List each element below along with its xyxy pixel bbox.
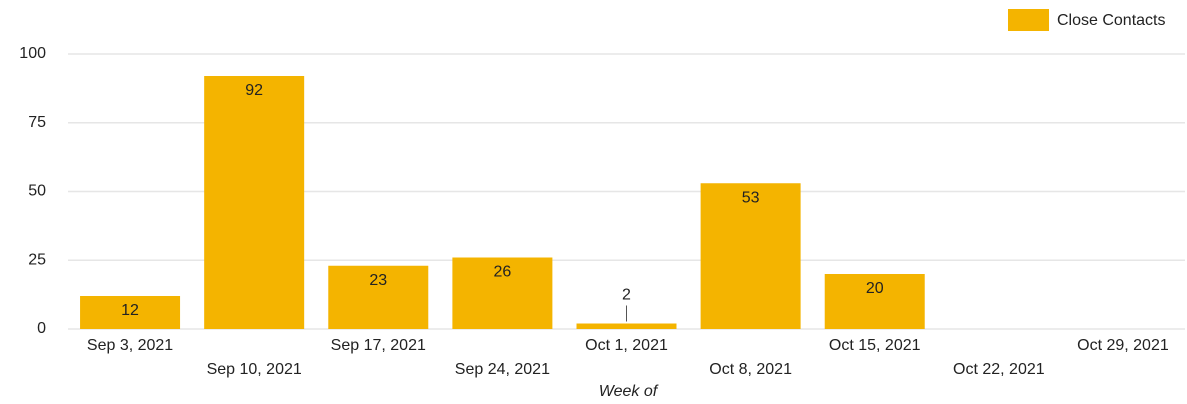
x-tick-label: Oct 22, 2021: [953, 361, 1045, 378]
data-label: 26: [493, 264, 511, 281]
legend-swatch: [1008, 9, 1049, 31]
data-label: 12: [121, 302, 139, 319]
bar: [700, 183, 801, 329]
y-tick-label: 50: [28, 183, 46, 200]
data-label: 23: [369, 272, 387, 289]
data-label: 20: [866, 280, 884, 297]
x-tick-label: Sep 24, 2021: [455, 361, 550, 378]
x-tick-label: Sep 17, 2021: [331, 337, 426, 354]
bar: [328, 265, 429, 329]
x-tick-label: Oct 29, 2021: [1077, 337, 1169, 354]
x-tick-label: Oct 8, 2021: [709, 361, 792, 378]
x-tick-label: Oct 15, 2021: [829, 337, 921, 354]
y-tick-label: 75: [28, 114, 46, 131]
legend-label: Close Contacts: [1057, 12, 1166, 29]
bar: [204, 76, 305, 329]
y-tick-label: 0: [37, 320, 46, 337]
x-tick-label: Sep 10, 2021: [207, 361, 302, 378]
x-tick-label: Oct 1, 2021: [585, 337, 668, 354]
y-tick-label: 100: [19, 45, 46, 62]
bar: [80, 296, 181, 329]
data-label: 53: [742, 189, 760, 206]
x-axis-title: Week of: [599, 383, 659, 400]
bar: [576, 323, 677, 329]
y-tick-label: 25: [28, 251, 46, 268]
bar: [824, 274, 925, 329]
data-label: 2: [622, 287, 631, 304]
data-label: 92: [245, 82, 263, 99]
bar: [452, 257, 553, 329]
x-tick-label: Sep 3, 2021: [87, 337, 173, 354]
